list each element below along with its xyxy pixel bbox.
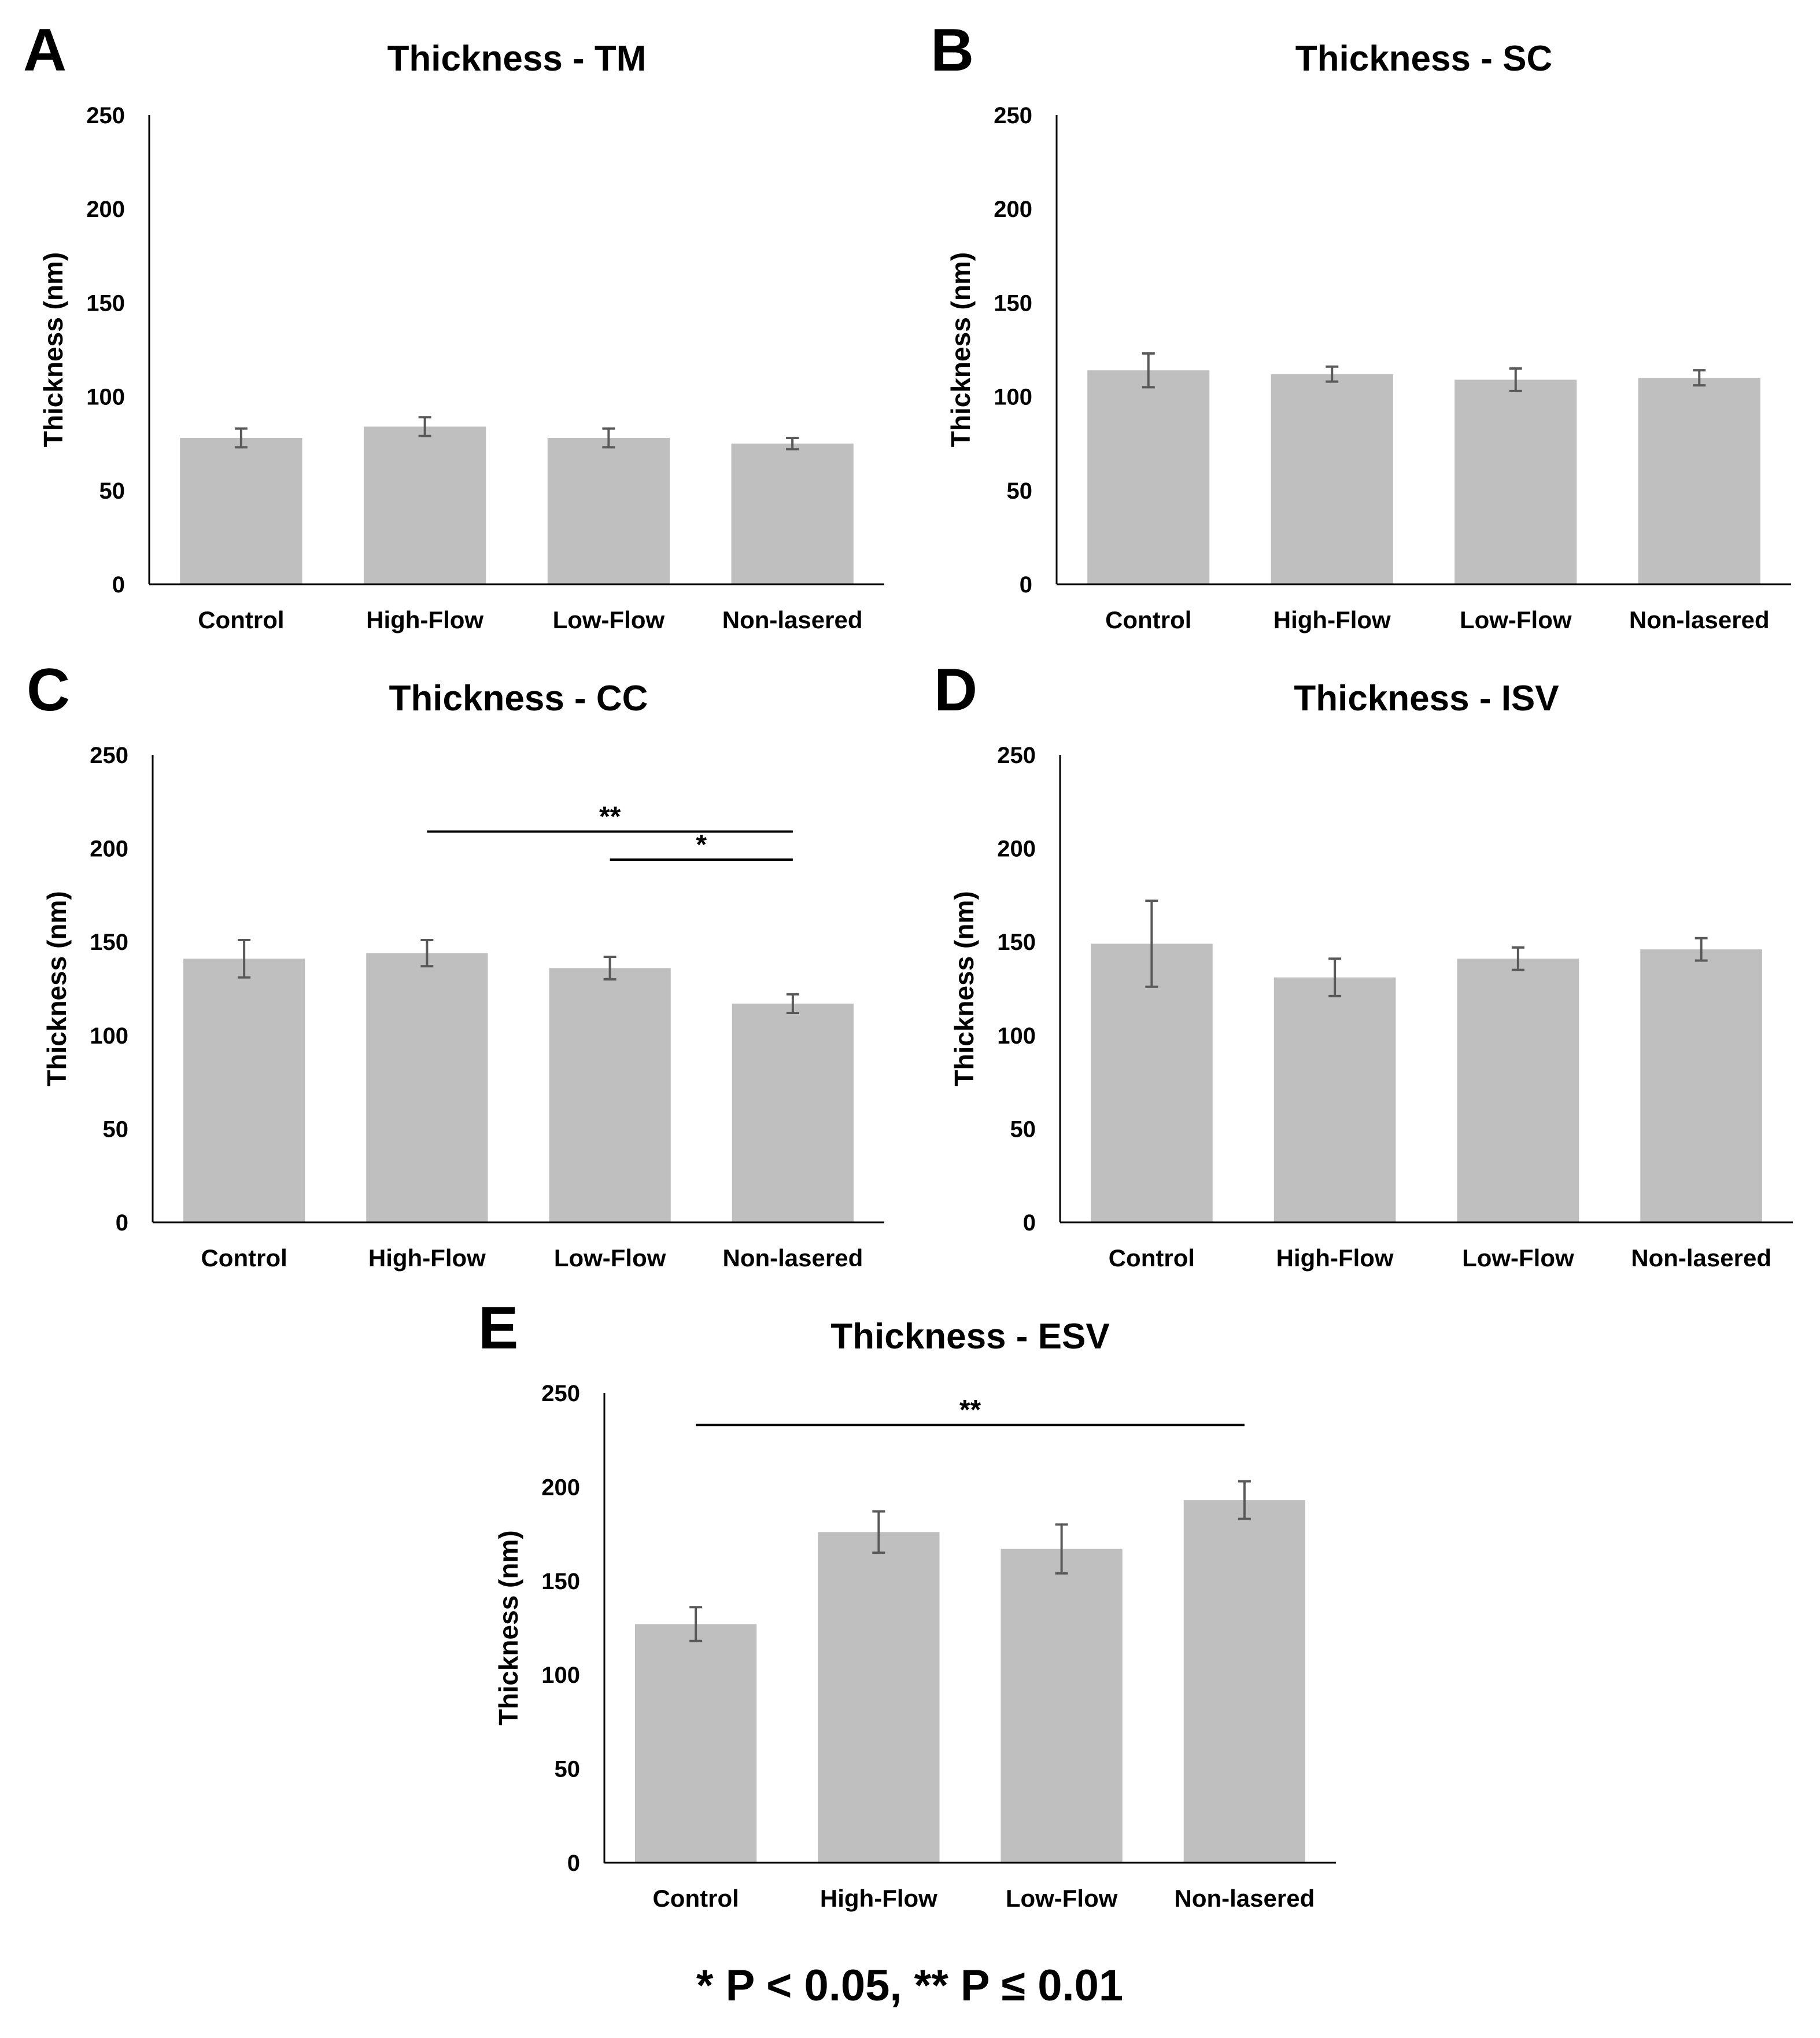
x-tick-label: Low-Flow	[554, 1244, 666, 1272]
panel-letter: C	[27, 657, 70, 724]
y-tick-label: 150	[994, 290, 1032, 316]
y-tick-label: 100	[90, 1023, 128, 1049]
y-tick-label: 50	[103, 1116, 129, 1142]
y-tick-label: 150	[541, 1569, 580, 1594]
y-tick-label: 250	[541, 1381, 580, 1406]
x-tick-label: Control	[1105, 606, 1191, 633]
panel-letter: B	[931, 17, 974, 84]
significance-footnote: * P < 0.05, ** P ≤ 0.01	[696, 1961, 1123, 2010]
bar	[1638, 378, 1760, 584]
y-tick-label: 50	[1007, 478, 1033, 504]
y-tick-label: 100	[86, 385, 125, 410]
y-tick-label: 150	[997, 930, 1036, 955]
panel-letter: E	[478, 1295, 518, 1362]
bar	[1454, 379, 1577, 584]
bar	[549, 968, 671, 1222]
chart-title: Thickness - SC	[1295, 39, 1552, 79]
significance-label: **	[599, 802, 621, 832]
significance-label: *	[696, 830, 707, 860]
y-tick-label: 150	[86, 290, 125, 316]
y-tick-label: 0	[1023, 1210, 1036, 1236]
y-tick-label: 0	[116, 1210, 128, 1236]
y-tick-label: 100	[541, 1663, 580, 1688]
x-tick-label: Non-lasered	[1175, 1885, 1315, 1912]
y-axis-label: Thickness (nm)	[38, 252, 68, 447]
bar	[818, 1532, 940, 1863]
bar	[180, 437, 302, 584]
y-tick-label: 0	[567, 1851, 580, 1876]
x-tick-label: Low-Flow	[553, 606, 665, 633]
bar	[1640, 949, 1762, 1222]
chart-panel-e: E Thickness - ESV Thickness (nm) 0 50 100 150 2…	[478, 1295, 1336, 1912]
y-tick-label: 50	[99, 478, 125, 504]
chart-panel-c: C Thickness - CC Thickness (nm) 0 50 100 150 20…	[27, 657, 884, 1272]
y-tick-label: 200	[997, 836, 1036, 862]
bar	[634, 1624, 757, 1863]
y-tick-label: 250	[994, 103, 1032, 128]
x-tick-label: Non-lasered	[1629, 606, 1770, 633]
x-tick-label: Low-Flow	[1462, 1244, 1574, 1272]
x-tick-label: Low-Flow	[1006, 1885, 1118, 1912]
y-tick-label: 0	[1020, 572, 1032, 598]
chart-panel-d: D Thickness - ISV Thickness (nm) 0 50 100 150 2…	[934, 657, 1793, 1272]
panel-letter: D	[934, 657, 977, 724]
y-axis-label: Thickness (nm)	[946, 252, 976, 447]
y-tick-label: 50	[1010, 1116, 1036, 1142]
panel-letter: A	[23, 17, 67, 84]
y-axis-label: Thickness (nm)	[949, 891, 979, 1086]
bar	[1091, 944, 1213, 1222]
bar	[363, 426, 486, 584]
bar	[547, 437, 670, 584]
y-tick-label: 200	[541, 1475, 580, 1500]
chart-title: Thickness - ESV	[830, 1317, 1109, 1357]
x-tick-label: Non-lasered	[722, 606, 863, 633]
y-tick-label: 200	[994, 197, 1032, 222]
bar	[1087, 370, 1210, 584]
x-tick-label: Control	[198, 606, 284, 633]
x-tick-label: High-Flow	[1273, 606, 1391, 633]
bar	[1271, 374, 1393, 584]
x-tick-label: High-Flow	[1276, 1244, 1394, 1272]
x-tick-label: Control	[1109, 1244, 1195, 1272]
bar	[1001, 1549, 1123, 1863]
x-tick-label: Control	[201, 1244, 287, 1272]
chart-title: Thickness - ISV	[1294, 679, 1559, 718]
chart-panel-a: A Thickness - TM Thickness (nm) 0 50 100 150 20…	[23, 17, 884, 633]
y-tick-label: 250	[86, 103, 125, 128]
chart-title: Thickness - TM	[387, 39, 647, 79]
chart-panel-b: B Thickness - SC Thickness (nm) 0 50 100 150 20…	[931, 17, 1791, 633]
x-tick-label: High-Flow	[368, 1244, 486, 1272]
y-tick-label: 0	[112, 572, 125, 598]
bar	[183, 959, 305, 1222]
x-tick-label: Non-lasered	[1631, 1244, 1771, 1272]
x-tick-label: High-Flow	[820, 1885, 937, 1912]
y-tick-label: 100	[997, 1023, 1036, 1049]
y-tick-label: 200	[86, 197, 125, 222]
y-tick-label: 250	[997, 743, 1036, 768]
y-axis-label: Thickness (nm)	[493, 1530, 523, 1725]
x-tick-label: Low-Flow	[1460, 606, 1572, 633]
bar	[732, 1003, 854, 1222]
significance-label: **	[959, 1395, 981, 1425]
panels: A Thickness - TM Thickness (nm) 0 50 100 150 20…	[23, 17, 1793, 1912]
chart-title: Thickness - CC	[389, 679, 648, 718]
y-tick-label: 50	[555, 1757, 581, 1782]
bar	[1457, 959, 1579, 1222]
bar	[731, 443, 854, 584]
bar	[1183, 1500, 1306, 1863]
bar	[366, 953, 488, 1222]
y-axis-label: Thickness (nm)	[42, 891, 72, 1086]
y-tick-label: 250	[90, 743, 128, 768]
x-tick-label: High-Flow	[366, 606, 483, 633]
bar	[1273, 977, 1396, 1222]
x-tick-label: Non-lasered	[723, 1244, 863, 1272]
y-tick-label: 100	[994, 385, 1032, 410]
y-tick-label: 150	[90, 930, 128, 955]
y-tick-label: 200	[90, 836, 128, 862]
x-tick-label: Control	[652, 1885, 739, 1912]
